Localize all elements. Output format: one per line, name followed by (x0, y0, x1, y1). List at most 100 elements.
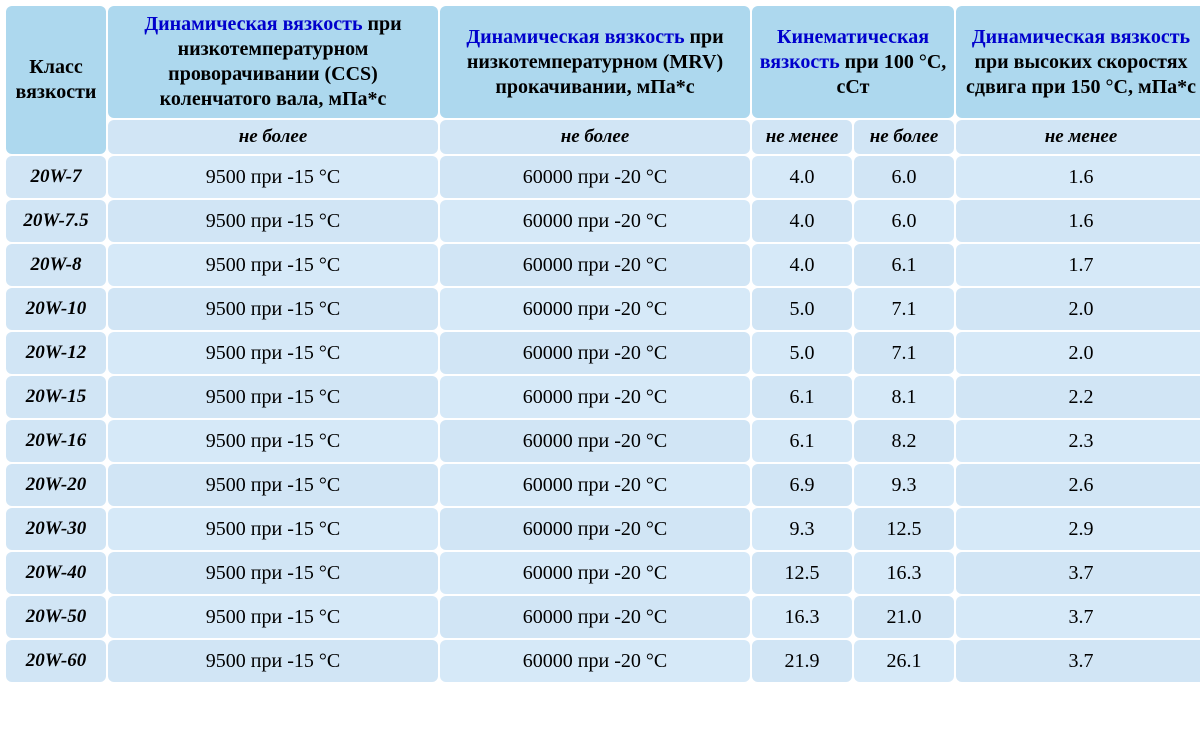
sub-kin-min: не менее (752, 120, 852, 154)
cell-kmax: 21.0 (854, 596, 954, 638)
cell-kmax: 6.0 (854, 200, 954, 242)
table-row: 20W-409500 при -15 °C60000 при -20 °C12.… (6, 552, 1200, 594)
cell-kmax: 6.0 (854, 156, 954, 198)
viscosity-table: Класс вязкости Динамическая вязкость при… (4, 4, 1200, 684)
cell-class: 20W-40 (6, 552, 106, 594)
col-kinematic: Кинематическая вязкость при 100 °C, сСт (752, 6, 954, 118)
table-row: 20W-309500 при -15 °C60000 при -20 °C9.3… (6, 508, 1200, 550)
cell-ccs: 9500 при -15 °C (108, 332, 438, 374)
cell-kmin: 21.9 (752, 640, 852, 682)
sub-ccs: не более (108, 120, 438, 154)
cell-class: 20W-12 (6, 332, 106, 374)
col-hs-blue: Динамическая вязкость (972, 26, 1190, 48)
sub-mrv: не более (440, 120, 750, 154)
cell-mrv: 60000 при -20 °C (440, 596, 750, 638)
cell-mrv: 60000 при -20 °C (440, 508, 750, 550)
sub-kin-max: не более (854, 120, 954, 154)
cell-hs: 1.6 (956, 156, 1200, 198)
table-row: 20W-129500 при -15 °C60000 при -20 °C5.0… (6, 332, 1200, 374)
cell-kmin: 16.3 (752, 596, 852, 638)
cell-ccs: 9500 при -15 °C (108, 596, 438, 638)
cell-kmin: 4.0 (752, 156, 852, 198)
cell-hs: 2.2 (956, 376, 1200, 418)
cell-kmin: 4.0 (752, 244, 852, 286)
cell-class: 20W-60 (6, 640, 106, 682)
cell-kmin: 6.9 (752, 464, 852, 506)
cell-class: 20W-15 (6, 376, 106, 418)
cell-kmax: 7.1 (854, 288, 954, 330)
cell-mrv: 60000 при -20 °C (440, 156, 750, 198)
cell-ccs: 9500 при -15 °C (108, 464, 438, 506)
table-row: 20W-509500 при -15 °C60000 при -20 °C16.… (6, 596, 1200, 638)
cell-hs: 2.9 (956, 508, 1200, 550)
cell-hs: 3.7 (956, 596, 1200, 638)
cell-kmin: 5.0 (752, 332, 852, 374)
cell-hs: 3.7 (956, 640, 1200, 682)
col-ccs-blue: Динамическая вязкость (144, 13, 362, 35)
cell-kmin: 9.3 (752, 508, 852, 550)
cell-class: 20W-30 (6, 508, 106, 550)
col-kin-rest: при 100 °C, сСт (837, 51, 947, 98)
cell-kmin: 6.1 (752, 376, 852, 418)
table-row: 20W-159500 при -15 °C60000 при -20 °C6.1… (6, 376, 1200, 418)
table-row: 20W-7.59500 при -15 °C60000 при -20 °C4.… (6, 200, 1200, 242)
table-row: 20W-89500 при -15 °C60000 при -20 °C4.06… (6, 244, 1200, 286)
cell-ccs: 9500 при -15 °C (108, 244, 438, 286)
cell-kmin: 12.5 (752, 552, 852, 594)
cell-ccs: 9500 при -15 °C (108, 508, 438, 550)
col-hs-rest: при высоких скоростях сдвига при 150 °C,… (966, 51, 1196, 98)
cell-kmax: 6.1 (854, 244, 954, 286)
cell-class: 20W-16 (6, 420, 106, 462)
cell-hs: 1.6 (956, 200, 1200, 242)
cell-ccs: 9500 при -15 °C (108, 640, 438, 682)
cell-mrv: 60000 при -20 °C (440, 200, 750, 242)
cell-kmax: 9.3 (854, 464, 954, 506)
cell-class: 20W-7 (6, 156, 106, 198)
cell-kmax: 16.3 (854, 552, 954, 594)
cell-ccs: 9500 при -15 °C (108, 200, 438, 242)
cell-kmin: 5.0 (752, 288, 852, 330)
cell-kmax: 8.1 (854, 376, 954, 418)
col-highshear: Динамическая вязкость при высоких скорос… (956, 6, 1200, 118)
cell-mrv: 60000 при -20 °C (440, 244, 750, 286)
table-body: 20W-79500 при -15 °C60000 при -20 °C4.06… (6, 156, 1200, 682)
col-viscosity-class: Класс вязкости (6, 6, 106, 154)
table-row: 20W-109500 при -15 °C60000 при -20 °C5.0… (6, 288, 1200, 330)
table-row: 20W-209500 при -15 °C60000 при -20 °C6.9… (6, 464, 1200, 506)
cell-hs: 3.7 (956, 552, 1200, 594)
cell-ccs: 9500 при -15 °C (108, 552, 438, 594)
cell-hs: 2.3 (956, 420, 1200, 462)
cell-mrv: 60000 при -20 °C (440, 332, 750, 374)
cell-mrv: 60000 при -20 °C (440, 420, 750, 462)
cell-kmin: 4.0 (752, 200, 852, 242)
cell-hs: 1.7 (956, 244, 1200, 286)
cell-kmax: 7.1 (854, 332, 954, 374)
cell-hs: 2.6 (956, 464, 1200, 506)
cell-class: 20W-10 (6, 288, 106, 330)
cell-mrv: 60000 при -20 °C (440, 288, 750, 330)
table-row: 20W-79500 при -15 °C60000 при -20 °C4.06… (6, 156, 1200, 198)
cell-ccs: 9500 при -15 °C (108, 420, 438, 462)
cell-class: 20W-20 (6, 464, 106, 506)
cell-mrv: 60000 при -20 °C (440, 464, 750, 506)
table-row: 20W-169500 при -15 °C60000 при -20 °C6.1… (6, 420, 1200, 462)
col-mrv: Динамическая вязкость при низкотемперату… (440, 6, 750, 118)
table-row: 20W-609500 при -15 °C60000 при -20 °C21.… (6, 640, 1200, 682)
col-ccs: Динамическая вязкость при низкотемперату… (108, 6, 438, 118)
cell-ccs: 9500 при -15 °C (108, 376, 438, 418)
cell-kmax: 26.1 (854, 640, 954, 682)
cell-class: 20W-50 (6, 596, 106, 638)
cell-hs: 2.0 (956, 288, 1200, 330)
cell-mrv: 60000 при -20 °C (440, 640, 750, 682)
cell-mrv: 60000 при -20 °C (440, 552, 750, 594)
cell-mrv: 60000 при -20 °C (440, 376, 750, 418)
cell-class: 20W-7.5 (6, 200, 106, 242)
sub-hs: не менее (956, 120, 1200, 154)
cell-hs: 2.0 (956, 332, 1200, 374)
cell-class: 20W-8 (6, 244, 106, 286)
cell-kmax: 8.2 (854, 420, 954, 462)
col-mrv-blue: Динамическая вязкость (466, 26, 684, 48)
cell-ccs: 9500 при -15 °C (108, 156, 438, 198)
cell-kmax: 12.5 (854, 508, 954, 550)
cell-ccs: 9500 при -15 °C (108, 288, 438, 330)
